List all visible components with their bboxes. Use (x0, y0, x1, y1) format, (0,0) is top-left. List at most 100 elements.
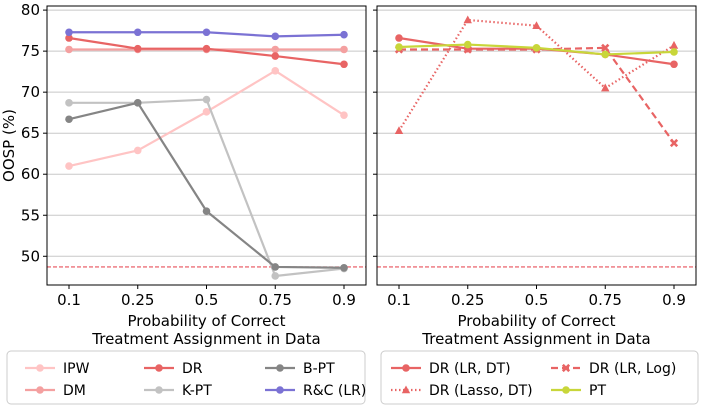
data-point-dr-lasso-dt-0 (394, 126, 404, 135)
y-axis-label: OOSP (%) (0, 109, 18, 182)
legend-label: K-PT (182, 383, 212, 399)
data-point-dr-lasso-dt-2 (532, 21, 541, 29)
x-tick-label: 0.75 (589, 291, 622, 309)
legend-entry-b-pt: B-PT (265, 361, 335, 377)
x-tick-label: 0.1 (387, 291, 411, 309)
data-point-r-c-lr-2 (202, 28, 211, 37)
y-tick-label: 75 (21, 42, 40, 60)
data-point-dr-lr-log-3-b (601, 43, 610, 52)
data-point-r-c-lr-0 (65, 28, 73, 37)
legend-entry-dm: DM (25, 383, 86, 399)
y-tick-label: 80 (21, 1, 40, 19)
right-legend: DR (LR, DT) DR (LR, Log) DR (Lasso, DT) PT (380, 350, 699, 405)
legend-entry-pt: PT (551, 383, 606, 399)
data-point-dr-1 (133, 44, 142, 53)
y-tick-label: 70 (21, 83, 40, 101)
legend-frame (380, 350, 699, 405)
series-k-pt (65, 95, 348, 280)
data-point-k-pt-2 (202, 95, 211, 104)
data-point-dr-lr-log-4-b (669, 138, 679, 148)
x-tick-label: 0.25 (451, 291, 484, 309)
x-tick-label: 0.9 (662, 291, 686, 309)
data-point-dr-lr-dt-4 (670, 60, 678, 69)
legend-swatch-marker (155, 364, 163, 372)
data-point-b-pt-0 (65, 115, 73, 124)
data-point-ipw-4 (340, 111, 348, 119)
legend-swatch-marker (562, 386, 570, 394)
data-point-ipw-2 (202, 108, 211, 116)
data-point-r-c-lr-1 (133, 28, 142, 37)
x-tick-label: 0.5 (195, 291, 219, 309)
data-point-b-pt-2 (202, 207, 211, 215)
data-point-pt-2 (532, 44, 541, 52)
series-line-b-pt (68, 101, 345, 269)
data-point-dr-0 (65, 34, 73, 42)
series-line-k-pt (69, 98, 345, 278)
data-point-dm-4 (340, 45, 348, 54)
legend-entry-dr-lr-dt: DR (LR, DT) (391, 361, 511, 377)
data-point-r-c-lr-3 (271, 32, 280, 41)
data-point-ipw-1 (133, 146, 142, 155)
legend-label: IPW (63, 361, 90, 377)
data-point-pt-1 (463, 40, 472, 49)
x-tick-label: 0.5 (525, 291, 549, 309)
right-chart: 0.1 0.25 0.5 0.75 0.9 Probability of CorrectT… (373, 5, 697, 348)
legend-entry-dr-lasso-dt: DR (Lasso, DT) (391, 383, 533, 399)
series-line-dr-lasso-dt (398, 18, 675, 132)
x-axis-label-line1: Probability of Correct (127, 312, 285, 330)
data-point-dr-3 (271, 52, 280, 60)
data-point-dr-lr-dt-0 (395, 34, 403, 42)
series-r-c-lr (65, 28, 348, 41)
data-point-dr-lasso-dt-4 (669, 40, 679, 49)
series-ipw (65, 67, 348, 170)
series-line-dr-lr-log (399, 46, 675, 144)
series-dr-lasso-dt (394, 15, 679, 135)
legend-swatch-marker (276, 386, 284, 394)
legend-entry-r-c-lr: R&C (LR) (265, 383, 366, 399)
legend-swatch-marker (401, 385, 411, 394)
data-point-b-pt-4 (340, 263, 348, 272)
data-point-pt-4 (670, 48, 678, 56)
data-point-dr-4 (340, 60, 348, 69)
data-point-ipw-3 (271, 67, 280, 75)
legend-swatch-marker (402, 364, 410, 372)
legend-swatch-marker (36, 364, 44, 372)
legend-label: DR (Lasso, DT) (429, 383, 533, 399)
left-chart: 0.1 0.25 0.5 0.75 0.9 Probability of CorrectT… (0, 1, 367, 348)
y-tick-label: 55 (21, 206, 40, 224)
data-point-dr-lasso-dt-3 (601, 83, 610, 92)
series-b-pt (65, 99, 348, 272)
legend-label: DR (LR, DT) (429, 361, 511, 377)
legend-swatch-marker (561, 363, 571, 373)
legend-entry-ipw: IPW (25, 361, 90, 377)
data-point-r-c-lr-4 (340, 30, 348, 39)
y-tick-label: 65 (21, 124, 40, 142)
data-point-ipw-0 (65, 162, 73, 170)
legend-label: B-PT (303, 361, 335, 377)
series-pt (395, 40, 678, 59)
legend-label: DM (63, 383, 86, 399)
left-legend: IPW DR B-PT DM K-PT R&C (LR) (6, 350, 366, 405)
legend-swatch-marker (276, 364, 284, 372)
x-tick-label: 0.25 (121, 291, 154, 309)
legend-label: PT (589, 383, 606, 399)
series-dr-lr-log (394, 43, 679, 148)
x-axis-label-line2: Treatment Assignment in Data (91, 330, 320, 348)
legend-swatch-marker (36, 386, 44, 394)
x-tick-label: 0.9 (332, 291, 356, 309)
data-point-dr-lr-log-3 (601, 43, 610, 52)
legend-label: DR (182, 361, 203, 377)
data-point-pt-0 (395, 43, 403, 51)
series-dr (65, 34, 348, 69)
x-tick-label: 0.75 (259, 291, 292, 309)
legend-entry-dr: DR (144, 361, 203, 377)
legend-swatch-marker (155, 386, 163, 394)
data-point-k-pt-0 (65, 99, 73, 107)
data-point-dr-2 (202, 44, 211, 53)
data-point-b-pt-1 (133, 99, 142, 107)
legend-label: R&C (LR) (303, 383, 366, 399)
legend-entry-dr-lr-log: DR (LR, Log) (551, 361, 676, 377)
series-line-ipw (68, 69, 345, 168)
data-point-dm-0 (65, 45, 73, 54)
